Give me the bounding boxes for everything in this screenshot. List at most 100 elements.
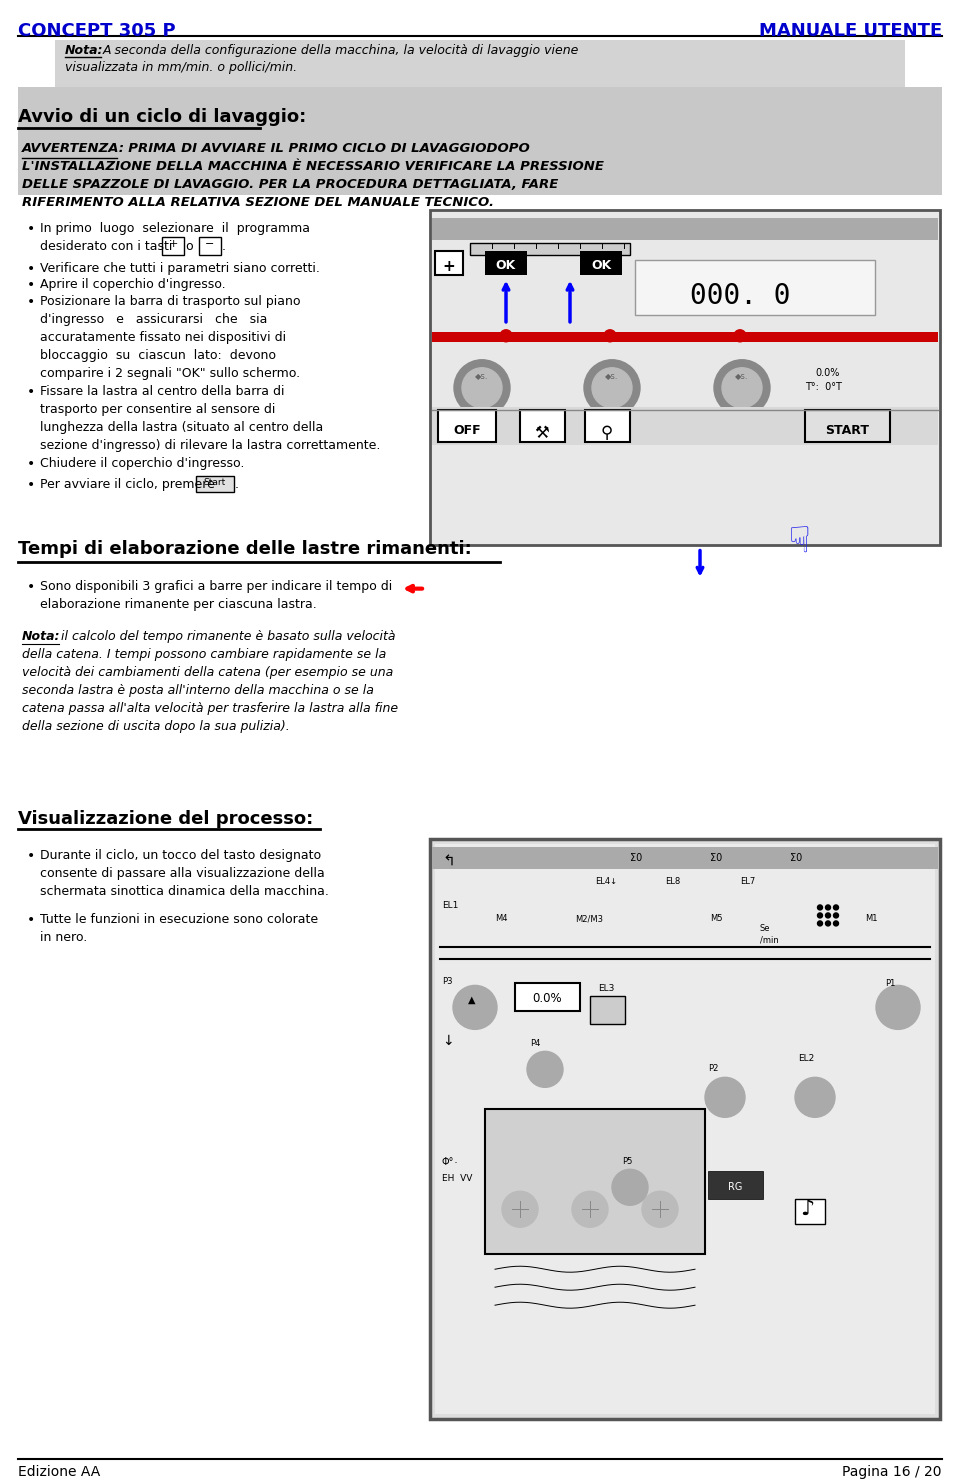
Bar <box>435 844 935 1415</box>
Text: Edizione AA: Edizione AA <box>18 1465 100 1479</box>
Circle shape <box>826 921 830 925</box>
Text: M5: M5 <box>710 915 723 924</box>
Text: Avvio di un ciclo di lavaggio:: Avvio di un ciclo di lavaggio: <box>18 108 306 126</box>
Circle shape <box>502 1191 538 1228</box>
Circle shape <box>642 1191 678 1228</box>
Text: Verificare che tutti i parametri siano corretti.: Verificare che tutti i parametri siano c… <box>40 262 320 274</box>
Text: Φ°٠: Φ°٠ <box>442 1157 460 1167</box>
Text: Σ0: Σ0 <box>710 854 722 863</box>
Text: PRIMA DI AVVIARE IL PRIMO CICLO DI LAVAGGIODOPO: PRIMA DI AVVIARE IL PRIMO CICLO DI LAVAG… <box>119 142 530 154</box>
Text: 000. 0: 000. 0 <box>689 282 790 310</box>
Bar <box>18 87 942 194</box>
Text: .: . <box>235 478 239 491</box>
Text: Sono disponibili 3 grafici a barre per indicare il tempo di: Sono disponibili 3 grafici a barre per i… <box>40 580 393 593</box>
Text: ◆s.: ◆s. <box>475 372 489 381</box>
Text: •: • <box>27 295 36 308</box>
Text: 0.0%: 0.0% <box>815 368 839 378</box>
Text: comparire i 2 segnali "OK" sullo schermo.: comparire i 2 segnali "OK" sullo schermo… <box>40 366 300 380</box>
Text: OFF: OFF <box>453 424 481 436</box>
Text: Nota:: Nota: <box>65 44 104 56</box>
Text: MANUALE UTENTE: MANUALE UTENTE <box>758 22 942 40</box>
Bar <box>55 40 905 92</box>
Text: −: − <box>205 239 215 249</box>
Text: Nota:: Nota: <box>22 630 60 642</box>
Bar <box>485 1109 705 1255</box>
Text: ◆s.: ◆s. <box>605 372 619 381</box>
Bar <box>585 409 630 442</box>
Text: Per avviare il ciclo, premere: Per avviare il ciclo, premere <box>40 478 215 491</box>
Text: .: . <box>222 240 226 254</box>
Text: ↓: ↓ <box>442 1034 454 1048</box>
Text: velocità dei cambiamenti della catena (per esempio se una: velocità dei cambiamenti della catena (p… <box>22 666 394 679</box>
Circle shape <box>818 921 823 925</box>
Text: •: • <box>27 222 36 236</box>
Text: trasporto per consentire al sensore di: trasporto per consentire al sensore di <box>40 403 276 415</box>
Text: sezione d'ingresso) di rilevare la lastra correttamente.: sezione d'ingresso) di rilevare la lastr… <box>40 439 380 452</box>
Bar <box>430 839 940 1419</box>
Bar <box>432 332 938 341</box>
Circle shape <box>462 368 502 408</box>
Text: in nero.: in nero. <box>40 931 87 945</box>
Circle shape <box>833 914 838 918</box>
Bar <box>196 476 234 492</box>
Text: P1: P1 <box>885 979 896 988</box>
Text: lunghezza della lastra (situato al centro della: lunghezza della lastra (situato al centr… <box>40 421 324 433</box>
Text: Chiudere il coperchio d'ingresso.: Chiudere il coperchio d'ingresso. <box>40 457 245 470</box>
Text: della catena. I tempi possono cambiare rapidamente se la: della catena. I tempi possono cambiare r… <box>22 648 386 660</box>
Text: Tutte le funzioni in esecuzione sono colorate: Tutte le funzioni in esecuzione sono col… <box>40 914 318 927</box>
Text: accuratamente fissato nei dispositivi di: accuratamente fissato nei dispositivi di <box>40 331 286 344</box>
Text: catena passa all'alta velocità per trasferire la lastra alla fine: catena passa all'alta velocità per trasf… <box>22 701 398 715</box>
Text: Σ0: Σ0 <box>630 854 642 863</box>
Circle shape <box>612 1169 648 1206</box>
Circle shape <box>826 905 830 911</box>
Circle shape <box>734 329 746 341</box>
Text: Posizionare la barra di trasporto sul piano: Posizionare la barra di trasporto sul pi… <box>40 295 300 308</box>
Text: CONCEPT 305 P: CONCEPT 305 P <box>18 22 176 40</box>
Circle shape <box>714 360 770 415</box>
Text: M4: M4 <box>495 915 508 924</box>
Text: +: + <box>168 239 178 249</box>
Circle shape <box>833 921 838 925</box>
Circle shape <box>826 914 830 918</box>
Circle shape <box>453 985 497 1029</box>
Text: EL7: EL7 <box>740 878 756 887</box>
Text: ⚒: ⚒ <box>535 424 549 442</box>
Text: 0.0%: 0.0% <box>532 992 562 1005</box>
Bar <box>432 406 938 445</box>
Text: bloccaggio  su  ciascun  lato:  devono: bloccaggio su ciascun lato: devono <box>40 349 276 362</box>
Text: RG: RG <box>728 1182 742 1192</box>
Text: P3: P3 <box>442 977 452 986</box>
Circle shape <box>818 914 823 918</box>
Text: della sezione di uscita dopo la sua pulizia).: della sezione di uscita dopo la sua puli… <box>22 719 290 733</box>
Text: RIFERIMENTO ALLA RELATIVA SEZIONE DEL MANUALE TECNICO.: RIFERIMENTO ALLA RELATIVA SEZIONE DEL MA… <box>22 196 494 209</box>
Text: •: • <box>27 277 36 292</box>
Circle shape <box>500 329 512 341</box>
Text: d'ingresso   e   assicurarsi   che   sia: d'ingresso e assicurarsi che sia <box>40 313 268 326</box>
Text: DELLE SPAZZOLE DI LAVAGGIO. PER LA PROCEDURA DETTAGLIATA, FARE: DELLE SPAZZOLE DI LAVAGGIO. PER LA PROCE… <box>22 178 559 191</box>
Circle shape <box>795 1077 835 1117</box>
Bar <box>590 997 625 1025</box>
Text: desiderato con i tasti: desiderato con i tasti <box>40 240 173 254</box>
Text: seconda lastra è posta all'interno della macchina o se la: seconda lastra è posta all'interno della… <box>22 684 373 697</box>
Bar <box>432 218 938 240</box>
Text: •: • <box>27 914 36 927</box>
Text: Fissare la lastra al centro della barra di: Fissare la lastra al centro della barra … <box>40 384 284 397</box>
Text: Se: Se <box>760 924 771 933</box>
Text: +: + <box>443 260 455 274</box>
Circle shape <box>818 905 823 911</box>
Text: •: • <box>27 580 36 593</box>
Text: M1: M1 <box>865 915 877 924</box>
Text: OK: OK <box>496 260 516 271</box>
Text: ↰: ↰ <box>442 854 455 869</box>
Text: T°:  0°T: T°: 0°T <box>805 381 842 392</box>
Circle shape <box>833 905 838 911</box>
Text: Aprire il coperchio d'ingresso.: Aprire il coperchio d'ingresso. <box>40 277 226 291</box>
Text: schermata sinottica dinamica della macchina.: schermata sinottica dinamica della macch… <box>40 885 329 899</box>
Circle shape <box>705 1077 745 1117</box>
Bar <box>432 847 938 869</box>
Text: Durante il ciclo, un tocco del tasto designato: Durante il ciclo, un tocco del tasto des… <box>40 850 322 863</box>
Bar <box>520 409 565 442</box>
Circle shape <box>572 1191 608 1228</box>
Text: Start: Start <box>204 478 227 486</box>
Text: EL2: EL2 <box>798 1054 814 1063</box>
